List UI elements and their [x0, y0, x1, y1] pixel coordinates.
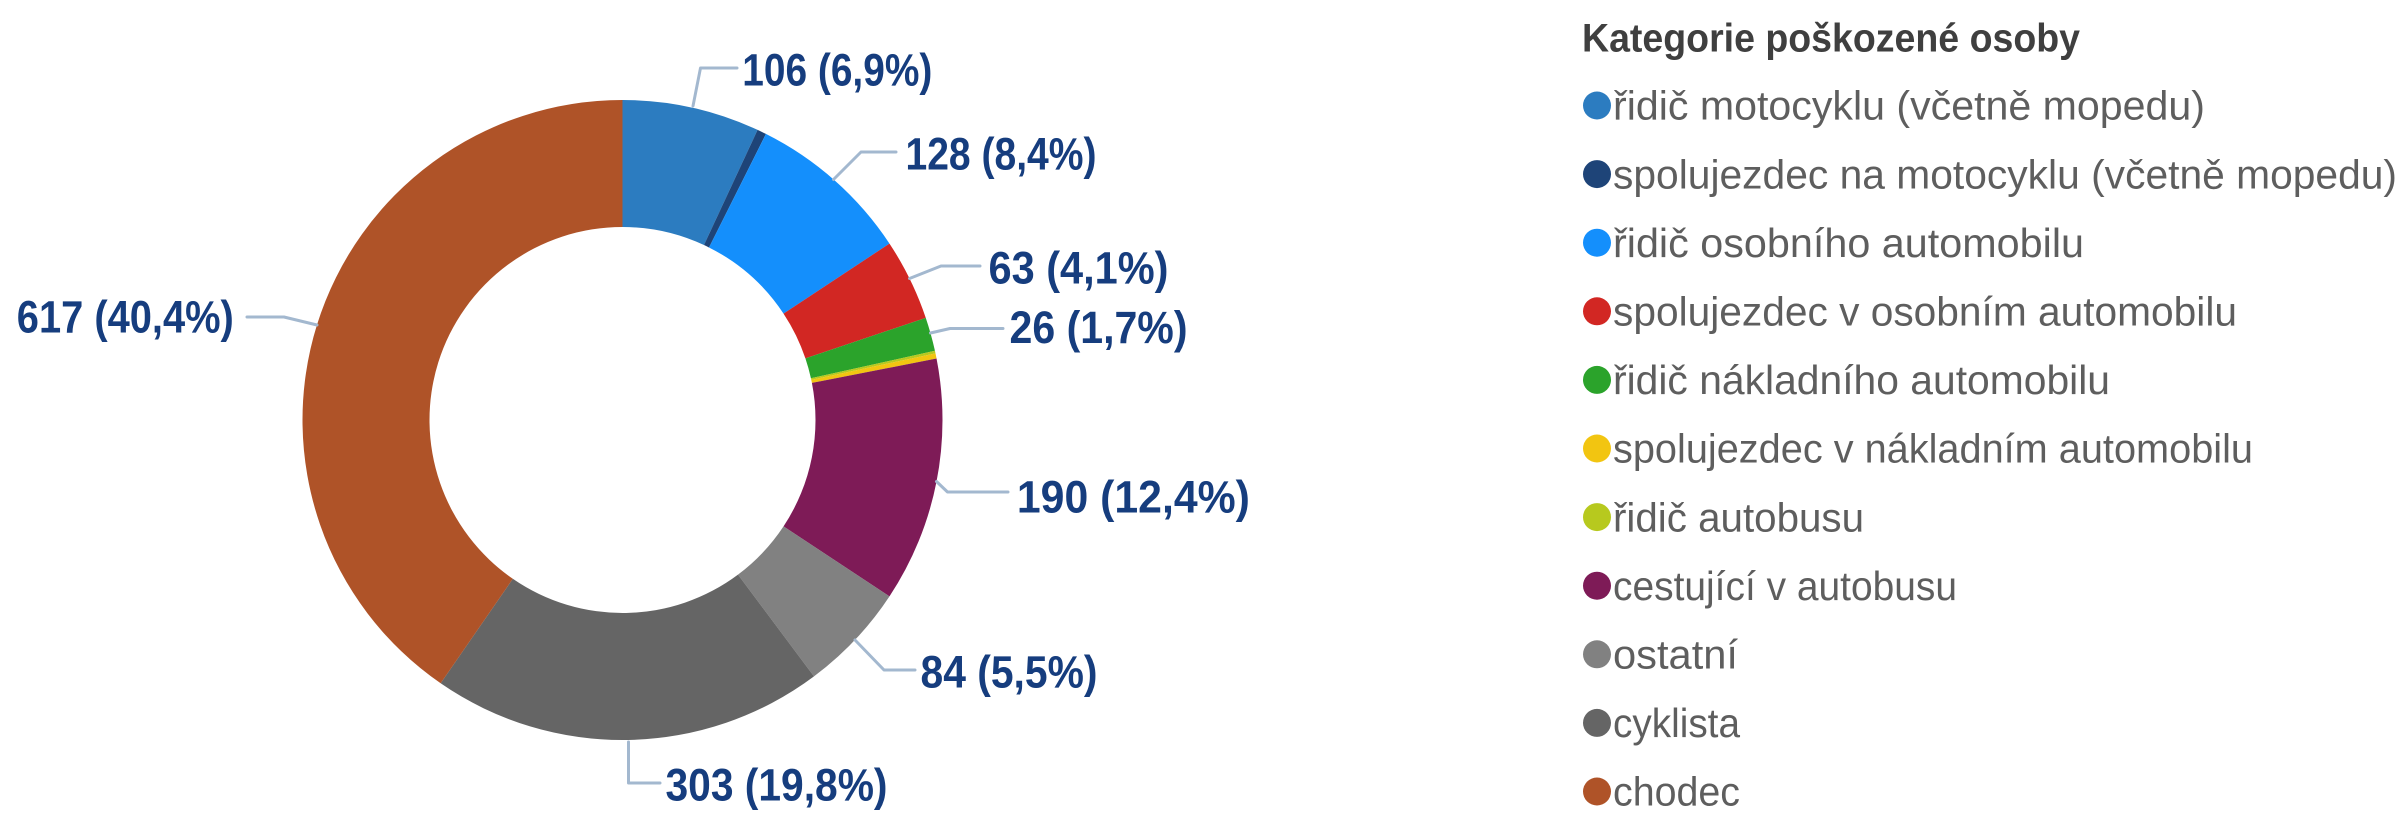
svg-text:84 (5,5%): 84 (5,5%): [921, 646, 1098, 697]
svg-text:26 (1,7%): 26 (1,7%): [1010, 302, 1188, 353]
svg-text:řidič autobusu: řidič autobusu: [1613, 494, 1864, 540]
svg-text:řidič motocyklu (včetně mopedu: řidič motocyklu (včetně mopedu): [1613, 83, 2205, 129]
svg-text:303 (19,8%): 303 (19,8%): [666, 760, 888, 811]
svg-text:spolujezdec v osobním automobi: spolujezdec v osobním automobilu: [1613, 289, 2237, 335]
svg-text:cestující v autobusu: cestující v autobusu: [1613, 563, 1957, 609]
svg-text:cyklista: cyklista: [1613, 700, 1740, 746]
svg-text:Kategorie poškozené osoby: Kategorie poškozené osoby: [1582, 17, 2081, 61]
svg-text:spolujezdec na motocyklu (včet: spolujezdec na motocyklu (včetně mopedu): [1613, 151, 2397, 197]
svg-text:ostatní: ostatní: [1613, 632, 1739, 678]
svg-text:190 (12,4%): 190 (12,4%): [1017, 471, 1250, 522]
svg-text:řidič nákladního automobilu: řidič nákladního automobilu: [1613, 357, 2110, 403]
svg-text:106 (6,9%): 106 (6,9%): [742, 44, 932, 95]
svg-text:128 (8,4%): 128 (8,4%): [906, 128, 1097, 179]
svg-text:řidič osobního automobilu: řidič osobního automobilu: [1613, 220, 2084, 266]
svg-text:spolujezdec v nákladním automo: spolujezdec v nákladním automobilu: [1613, 426, 2253, 472]
svg-text:63 (4,1%): 63 (4,1%): [989, 242, 1169, 293]
svg-text:617 (40,4%): 617 (40,4%): [17, 291, 234, 342]
svg-text:chodec: chodec: [1613, 769, 1740, 815]
